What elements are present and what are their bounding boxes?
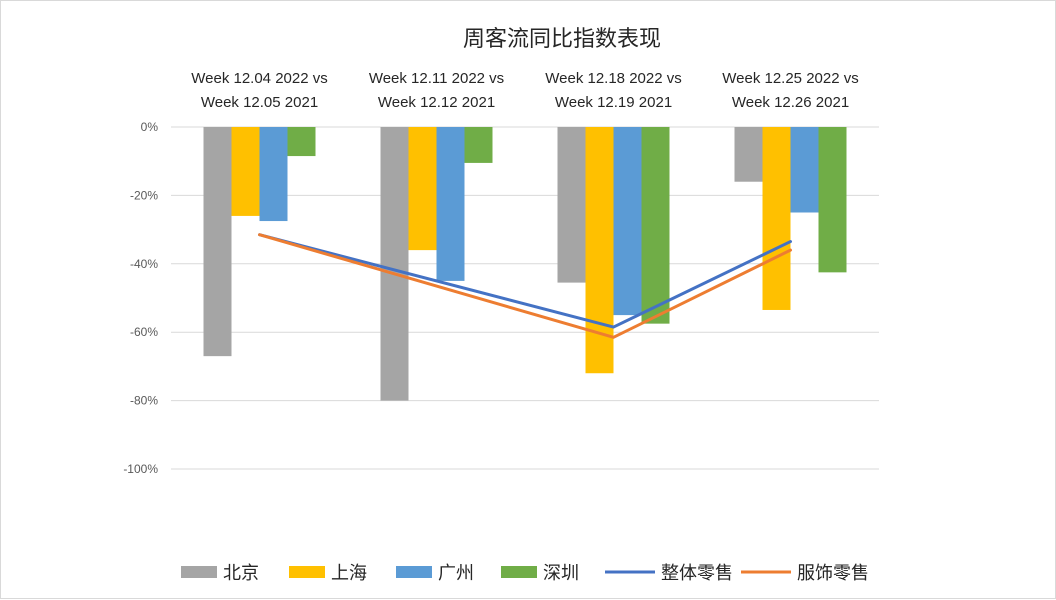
y-axis: 0% -20% -40% -60% -80% -100%: [123, 120, 158, 476]
bar-2: [762, 127, 791, 310]
legend-swatch: [396, 566, 432, 578]
x-category-label: Week 12.11 2022 vs: [369, 70, 504, 87]
bar-3: [259, 127, 288, 222]
legend-swatch: [181, 566, 217, 578]
y-tick-label: -20%: [130, 188, 158, 202]
lines: [258, 233, 792, 339]
legend-label: 北京: [223, 563, 259, 584]
bar-4: [641, 127, 670, 324]
x-category-label: Week 12.05 2021: [201, 94, 318, 111]
x-category-label: Week 12.25 2022 vs: [722, 70, 858, 87]
legend-label: 整体零售: [661, 563, 733, 584]
line-2: [258, 233, 792, 339]
bar-1: [557, 127, 586, 283]
chart-title: 周客流同比指数表现: [463, 27, 661, 52]
legend-label: 深圳: [543, 563, 579, 584]
bar-4: [287, 127, 316, 157]
bar-1: [203, 127, 232, 357]
bar-3: [790, 127, 819, 213]
x-category-label: Week 12.04 2022 vs: [191, 70, 327, 87]
legend-label: 上海: [331, 563, 367, 584]
x-category-label: Week 12.26 2021: [732, 94, 849, 111]
legend-label: 服饰零售: [797, 563, 869, 584]
x-axis-labels: Week 12.04 2022 vs Week 12.05 2021 Week 12…: [191, 70, 858, 111]
y-tick-label: 0%: [141, 120, 159, 134]
legend: 北京 上海 广州 深圳 整体零售 服饰零售: [181, 563, 869, 584]
bar-2: [408, 127, 437, 251]
y-tick-label: -40%: [130, 257, 158, 271]
bar-4: [464, 127, 493, 163]
x-category-label: Week 12.12 2021: [378, 94, 495, 111]
line-1: [258, 233, 792, 329]
y-tick-label: -80%: [130, 394, 158, 408]
bar-3: [613, 127, 642, 316]
bar-1: [734, 127, 763, 182]
x-category-label: Week 12.19 2021: [555, 94, 672, 111]
bar-3: [436, 127, 465, 281]
bar-1: [380, 127, 409, 401]
y-tick-label: -60%: [130, 325, 158, 339]
bars: [203, 127, 847, 401]
x-category-label: Week 12.18 2022 vs: [545, 70, 681, 87]
legend-swatch: [289, 566, 325, 578]
legend-label: 广州: [438, 563, 474, 584]
bar-2: [231, 127, 260, 216]
legend-swatch: [501, 566, 537, 578]
bar-4: [818, 127, 847, 273]
y-tick-label: -100%: [123, 462, 158, 476]
